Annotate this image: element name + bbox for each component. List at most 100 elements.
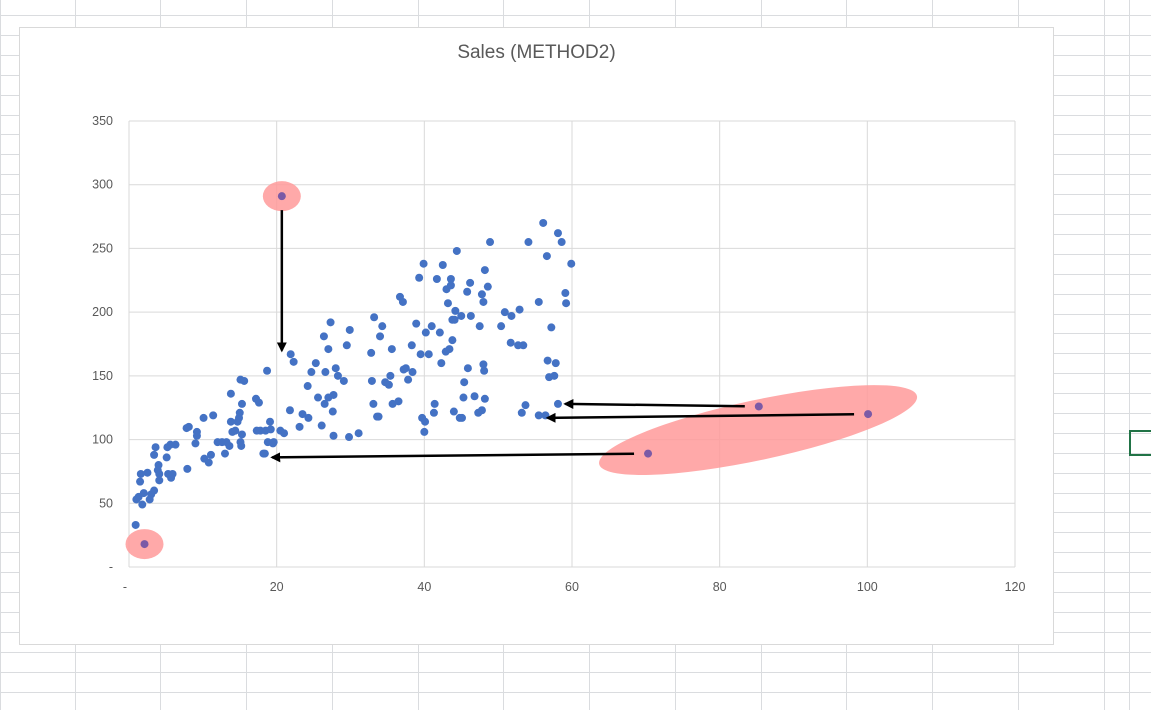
data-point [303,382,312,391]
data-point [394,397,403,406]
y-tick-label: 350 [92,114,113,128]
active-cell-selection[interactable] [1129,430,1151,456]
data-point [204,458,213,467]
data-point [421,328,430,337]
data-point [184,422,193,431]
data-point [329,431,338,440]
data-point [451,306,460,315]
chart-area[interactable] [19,27,1054,645]
data-point [183,464,192,473]
data-point [151,443,160,452]
data-point [154,461,163,470]
outlier-point [864,410,873,419]
data-point [143,468,152,477]
data-point [240,376,249,385]
data-point [225,441,234,450]
x-tick-label: 40 [417,580,431,594]
data-point [407,341,416,350]
outlier-point [754,402,763,411]
outlier-point [277,192,286,201]
y-tick-label: 300 [92,178,113,192]
data-point [307,368,316,377]
data-point [542,252,551,261]
data-point [429,408,438,417]
data-point [521,401,530,410]
data-point [171,440,180,449]
data-point [419,259,428,268]
data-point [254,398,263,407]
data-point [378,322,387,331]
data-point [517,408,526,417]
data-point [430,399,439,408]
data-point [480,366,489,375]
data-point [543,356,552,365]
data-points [131,192,873,549]
data-point [567,259,576,268]
data-point [298,410,307,419]
data-point [199,413,208,422]
data-point [237,399,246,408]
data-point [470,392,479,401]
data-point [339,376,348,385]
data-point [427,322,436,331]
data-point [416,350,425,359]
data-point [370,313,379,322]
data-point [551,359,560,368]
correction-arrows [270,210,855,463]
data-point [457,413,466,422]
data-point [562,299,571,308]
data-point [398,297,407,306]
y-tick-label: 100 [92,433,113,447]
data-point [480,394,489,403]
data-point [331,364,340,373]
data-point [311,359,320,368]
data-point [534,411,543,420]
data-point [550,371,559,380]
data-point [150,486,159,495]
data-point [295,422,304,431]
y-tick-label: - [109,560,113,574]
outlier-point [140,540,149,549]
y-tick-label: 150 [92,369,113,383]
data-point [333,371,342,380]
data-point [226,417,235,426]
highlight-markers [125,181,918,560]
data-point [534,297,543,306]
data-point [443,299,452,308]
data-point [477,406,486,415]
data-point [345,325,354,334]
data-point [320,399,329,408]
data-point [515,305,524,314]
data-point [367,376,376,385]
data-point [263,366,272,375]
x-tick-label: 20 [270,580,284,594]
data-point [285,406,294,415]
data-point [328,407,337,416]
data-point [136,469,145,478]
data-point [404,375,413,384]
data-point [386,371,395,380]
data-point [421,417,430,426]
data-point [319,332,328,341]
correction-arrow [563,398,745,409]
data-point [191,439,200,448]
y-tick-label: 250 [92,241,113,255]
data-point [480,266,489,275]
data-point [367,348,376,357]
data-point [420,427,429,436]
data-point [479,360,488,369]
y-tick-label: 200 [92,305,113,319]
data-point [539,218,548,227]
x-tick-label: 120 [1005,580,1026,594]
data-point [466,278,475,287]
data-point [387,345,396,354]
data-point [524,238,533,247]
data-point [150,450,159,459]
x-tick-label: 60 [565,580,579,594]
data-point [445,345,454,354]
data-point [561,289,570,298]
data-point [155,476,164,485]
x-tick-label: 100 [857,580,878,594]
data-point [415,273,424,282]
